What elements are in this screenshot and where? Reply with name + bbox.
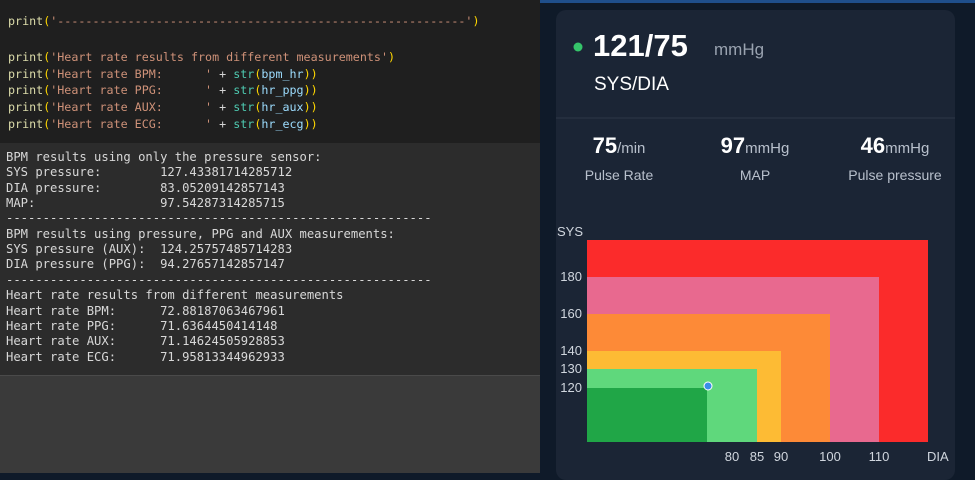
code-token: ( bbox=[43, 67, 51, 81]
code-token: hr_ppg bbox=[261, 83, 304, 97]
stat-number: 75 bbox=[592, 133, 618, 158]
code-token: ( bbox=[254, 67, 262, 81]
code-line: print('Heart rate BPM: ' + str(bpm_hr)) bbox=[8, 67, 318, 81]
code-token: print bbox=[8, 100, 44, 114]
code-token: + bbox=[212, 67, 234, 81]
notebook: print('---------------------------------… bbox=[0, 0, 540, 473]
code-token: + bbox=[212, 100, 234, 114]
output-line: ----------------------------------------… bbox=[6, 211, 432, 226]
code-token: 'Heart rate ECG: ' bbox=[50, 117, 213, 131]
reading-dot bbox=[703, 381, 713, 391]
stat-number: 46 bbox=[860, 133, 886, 158]
code-token: ( bbox=[43, 100, 51, 114]
code-token: ( bbox=[254, 83, 262, 97]
code-token: ( bbox=[43, 83, 51, 97]
code-token: ) bbox=[303, 83, 311, 97]
x-tick-label: 90 bbox=[773, 449, 789, 464]
code-token: str bbox=[233, 83, 255, 97]
code-token: ) bbox=[310, 100, 318, 114]
cell-output: BPM results using only the pressure sens… bbox=[0, 143, 540, 376]
code-token: print bbox=[8, 14, 44, 28]
output-line: Heart rate BPM: 72.88187063467961 bbox=[6, 303, 285, 318]
x-tick-label: 80 bbox=[724, 449, 740, 464]
code-token: print bbox=[8, 117, 44, 131]
code-line: print('Heart rate PPG: ' + str(hr_ppg)) bbox=[8, 83, 318, 97]
y-tick-label: 160 bbox=[560, 306, 582, 321]
reading-unit: mmHg bbox=[714, 40, 765, 59]
code-token: + bbox=[212, 83, 234, 97]
code-token: hr_ecg bbox=[261, 117, 304, 131]
stat-number: 97 bbox=[720, 133, 746, 158]
code-token: 'Heart rate results from different measu… bbox=[50, 50, 388, 64]
stat-value: 75/min bbox=[539, 133, 699, 159]
code-token: ) bbox=[303, 67, 311, 81]
stat-label: MAP bbox=[739, 167, 771, 183]
code-token: print bbox=[8, 67, 44, 81]
stat-unit: mmHg bbox=[885, 140, 930, 157]
code-token: ( bbox=[43, 14, 51, 28]
code-token: ) bbox=[388, 50, 396, 64]
code-token: ) bbox=[472, 14, 480, 28]
output-line: Heart rate AUX: 71.14624505928853 bbox=[6, 334, 285, 349]
code-token: '---------------------------------------… bbox=[50, 14, 473, 28]
stat-value: 97mmHg bbox=[675, 133, 835, 159]
x-tick-label: 100 bbox=[819, 449, 841, 464]
stat-unit: mmHg bbox=[745, 140, 790, 157]
code-token: str bbox=[233, 67, 255, 81]
stat-label: Pulse Rate bbox=[584, 167, 654, 183]
code-token: print bbox=[8, 83, 44, 97]
output-line: SYS pressure (AUX): 124.25757485714283 bbox=[6, 242, 293, 257]
y-tick-label: 180 bbox=[560, 269, 582, 284]
code-token: ) bbox=[310, 83, 318, 97]
reading-value: 121/75 bbox=[593, 28, 688, 63]
output-line: Heart rate PPG: 71.6364450414148 bbox=[6, 318, 278, 333]
code-token: ( bbox=[254, 100, 262, 114]
y-tick-label: 140 bbox=[560, 343, 582, 358]
stat-unit: /min bbox=[617, 140, 646, 157]
output-line: DIA pressure (PPG): 94.27657142857147 bbox=[6, 257, 285, 272]
code-token: str bbox=[233, 117, 255, 131]
code-token: + bbox=[212, 117, 234, 131]
code-token: 'Heart rate BPM: ' bbox=[50, 67, 213, 81]
x-tick-label: 110 bbox=[868, 449, 890, 464]
stat-value: 46mmHg bbox=[815, 133, 975, 159]
x-axis-title: DIA bbox=[927, 449, 949, 464]
output-line: BPM results using pressure, PPG and AUX … bbox=[6, 226, 395, 241]
output-line: BPM results using only the pressure sens… bbox=[6, 150, 322, 164]
code-token: 'Heart rate PPG: ' bbox=[50, 83, 213, 97]
code-line: print('Heart rate AUX: ' + str(hr_aux)) bbox=[8, 100, 318, 114]
code-token: ( bbox=[43, 117, 51, 131]
code-token: ) bbox=[303, 100, 311, 114]
code-line: print('Heart rate results from different… bbox=[8, 50, 395, 64]
code-token: 'Heart rate AUX: ' bbox=[50, 100, 213, 114]
status-dot bbox=[573, 42, 583, 52]
code-cell: print('---------------------------------… bbox=[0, 0, 540, 143]
output-line: DIA pressure: 83.05209142857143 bbox=[6, 180, 285, 195]
stat-label: Pulse pressure bbox=[848, 167, 942, 183]
y-tick-label: 120 bbox=[560, 380, 582, 395]
y-tick-label: 130 bbox=[560, 361, 582, 376]
code-token: ) bbox=[310, 117, 318, 131]
y-axis-title: SYS bbox=[557, 224, 584, 239]
reading-label: SYS/DIA bbox=[594, 74, 669, 95]
code-token: ( bbox=[254, 117, 262, 131]
code-token: str bbox=[233, 100, 255, 114]
output-line: MAP: 97.54287314285715 bbox=[6, 196, 285, 211]
code-line: print('---------------------------------… bbox=[8, 14, 479, 28]
code-token: ( bbox=[43, 50, 51, 64]
code-token: print bbox=[8, 50, 44, 64]
output-line: Heart rate results from different measur… bbox=[6, 288, 344, 303]
code-token: hr_aux bbox=[261, 100, 304, 114]
output-line: Heart rate ECG: 71.95813344962933 bbox=[6, 349, 285, 364]
output-line: ----------------------------------------… bbox=[6, 272, 432, 287]
code-token: ) bbox=[310, 67, 318, 81]
code-token: bpm_hr bbox=[261, 67, 304, 81]
zone-optimal bbox=[587, 388, 707, 442]
output-line: SYS pressure: 127.43381714285712 bbox=[6, 165, 293, 180]
x-tick-label: 85 bbox=[749, 449, 765, 464]
code-line: print('Heart rate ECG: ' + str(hr_ecg)) bbox=[8, 117, 318, 131]
code-token: ) bbox=[303, 117, 311, 131]
